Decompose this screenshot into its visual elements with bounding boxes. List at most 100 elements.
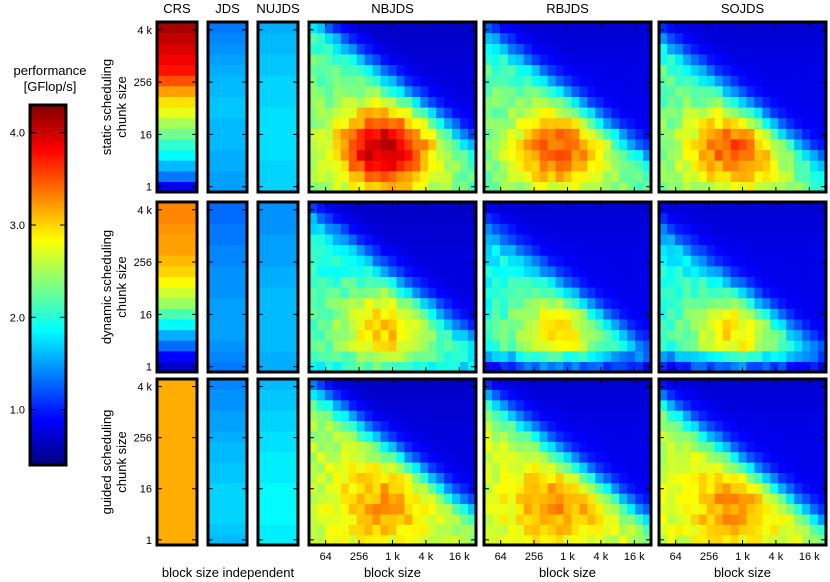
heatmap-cell (627, 43, 636, 55)
heatmap-cell (499, 107, 509, 119)
heatmap-cell (786, 534, 795, 546)
heatmap-cell (611, 329, 620, 341)
heatmap-cell (372, 276, 382, 288)
heatmap-cell (372, 287, 382, 299)
heatmap-cell (802, 399, 811, 411)
heatmap-cell (579, 399, 588, 411)
heatmap-cell (563, 524, 573, 536)
heatmap-cell (356, 181, 366, 193)
heatmap-cell (563, 513, 573, 525)
heatmap-cell (619, 318, 628, 331)
heatmap-cell (208, 53, 247, 66)
panel-frame (206, 377, 249, 547)
heatmap-cell (372, 308, 382, 320)
heatmap-cell (539, 451, 549, 463)
heatmap-cell (571, 149, 581, 161)
heatmap-cell (635, 399, 644, 411)
heatmap-cell (714, 64, 724, 76)
heatmap-cell (794, 534, 803, 546)
heatmap-cell (515, 223, 525, 235)
heatmap-cell (364, 361, 374, 373)
heatmap-cell (571, 43, 581, 55)
heatmap-cell (818, 340, 827, 352)
heatmap-cell (762, 255, 771, 267)
heatmap-cell (547, 53, 557, 66)
heatmap-cell (762, 32, 771, 44)
heatmap-cell (659, 420, 668, 432)
heatmap-cell (619, 524, 628, 536)
heatmap-cell (674, 43, 684, 55)
heatmap-cell (380, 128, 390, 140)
heatmap-cell (555, 43, 565, 55)
heatmap-cell (388, 32, 398, 44)
heatmap-cell (754, 399, 763, 411)
heatmap-cell (579, 430, 588, 442)
heatmap-cell (208, 410, 247, 422)
heatmap-cell (706, 149, 716, 161)
heatmap-cell (531, 410, 541, 422)
heatmap-cell (738, 513, 748, 525)
heatmap-cell (460, 503, 469, 515)
heatmap-cell (682, 534, 692, 546)
heatmap-cell (818, 149, 827, 161)
heatmap-cell (674, 276, 684, 288)
heatmap-cell (515, 410, 525, 422)
heatmap-cell (491, 160, 501, 172)
heatmap-cell (722, 223, 732, 235)
heatmap-cell (714, 265, 724, 277)
heatmap-cell (555, 32, 565, 44)
heatmap-cell (420, 117, 429, 129)
heatmap-cell (428, 43, 437, 55)
heatmap-cell (531, 128, 541, 140)
heatmap-cell (682, 430, 692, 442)
heatmap-cell (380, 85, 390, 97)
heatmap-cell (778, 482, 787, 494)
heatmap-cell (579, 64, 588, 76)
heatmap-cell (491, 75, 501, 87)
heatmap-cell (611, 503, 620, 515)
heatmap-cell (587, 340, 596, 352)
heatmap-cell (531, 482, 541, 494)
heatmap-cell (603, 107, 612, 119)
heatmap-cell (208, 170, 247, 182)
heatmap-cell (404, 85, 413, 97)
heatmap-cell (579, 340, 588, 352)
heatmap-cell (603, 318, 612, 331)
heatmap-cell (258, 318, 298, 331)
heatmap-cell (579, 493, 588, 505)
heatmap-cell (746, 340, 756, 352)
heatmap-cell (571, 462, 581, 473)
heatmap-cell (452, 160, 461, 172)
heatmap-cell (468, 340, 477, 352)
heatmap-cell (619, 202, 628, 214)
heatmap-cell (738, 297, 748, 309)
heatmap-cell (523, 22, 533, 34)
heatmap-cell (666, 513, 676, 525)
heatmap-cell (372, 75, 382, 87)
heatmap-cell (563, 503, 573, 515)
heatmap-cell (778, 472, 787, 484)
heatmap-cell (555, 160, 565, 172)
heatmap-cell (555, 233, 565, 246)
heatmap-cell (706, 138, 716, 151)
heatmap-cell (746, 75, 756, 87)
heatmap-cell (388, 524, 398, 536)
heatmap-cell (309, 276, 318, 288)
heatmap-cell (436, 482, 445, 494)
heatmap-cell (603, 410, 612, 422)
heatmap-cell (810, 32, 819, 44)
heatmap-cell (746, 430, 756, 442)
heatmap-cell (722, 117, 732, 129)
heatmap-cell (547, 255, 557, 267)
heatmap-cell (356, 149, 366, 161)
heatmap-cell (364, 297, 374, 309)
heatmap-cell (396, 430, 406, 442)
heatmap-cell (157, 265, 197, 277)
heatmap-cell (754, 287, 763, 299)
heatmap-cell (340, 223, 350, 235)
heatmap-cell (372, 244, 382, 256)
heatmap-cell (794, 244, 803, 256)
heatmap-cell (635, 361, 644, 373)
heatmap-cell (754, 379, 763, 390)
heatmap-cell (818, 22, 827, 34)
